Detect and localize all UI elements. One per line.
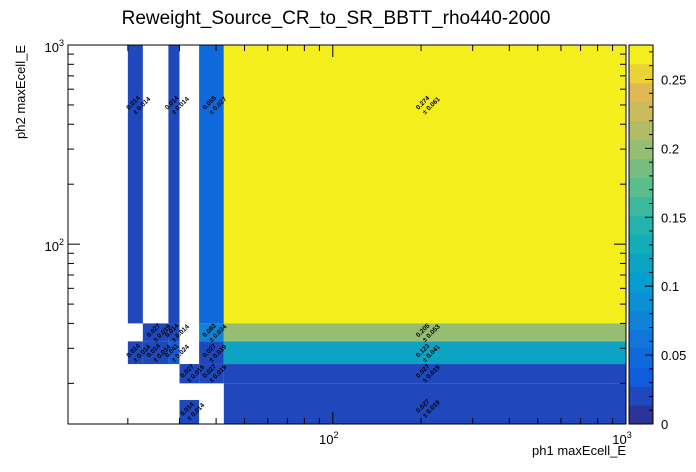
colorbar-segment [629,45,653,65]
colorbar-frame [628,44,654,425]
heatmap-cell [127,341,143,365]
colorbar-segment [629,367,653,387]
cells-layer [127,45,626,424]
colorbar-segment [629,215,653,235]
heatmap-cell [142,341,169,365]
colorbar-segment [629,120,653,141]
heatmap-cell [223,45,626,324]
colorbar-segment [629,63,653,84]
colorbar-segment [629,253,653,273]
heatmap-cell [223,341,626,365]
colorbar-segment [629,386,653,406]
colorbar-segment [629,101,653,122]
heatmap-cell [223,323,626,342]
colorbar-tick-label: 0.15 [661,210,686,225]
x-axis-title: ph1 maxEcell_E [532,443,626,458]
heatmap-cell [168,45,180,324]
colorbar-segment [629,310,653,330]
heatmap-cell [179,399,200,424]
heatmap-cell [142,323,169,342]
colorbar-segment [629,272,653,292]
colorbar-tick-label: 0 [661,417,668,432]
x-tick-label: 102 [319,430,338,447]
heatmap-cell [223,364,626,384]
y-axis-title: ph2 maxEcell_E [13,45,28,139]
heatmap-cell [168,323,180,342]
colorbar: 0 0.05 0.1 0.15 0.2 0.25 [628,44,686,432]
colorbar-tick-label: 0.05 [661,348,686,363]
colorbar-segment [629,405,653,425]
colorbar-segment [629,196,653,216]
heatmap-cell [199,364,224,384]
colorbar-tick-label: 0.1 [661,279,679,294]
colorbar-segment [629,329,653,349]
axes-layer: 102 103 102 103 [45,38,632,447]
heatmap-cell [223,383,626,424]
colorbar-tick-label: 0.25 [661,72,686,87]
colorbar-segment [629,158,653,178]
colorbar-tick-label: 0.2 [661,141,679,156]
colorbar-segment [629,82,653,103]
chart-title: Reweight_Source_CR_to_SR_BBTT_rho440-200… [122,8,551,29]
y-tick-label: 103 [45,38,64,55]
colorbar-segment [629,234,653,254]
y-tick-label: 102 [45,237,64,254]
heatmap-cell [179,364,200,384]
plot-frame [67,44,627,425]
heatmap-cell [199,323,224,342]
x-tick-label: 103 [612,430,631,447]
heatmap-cell [199,341,224,365]
colorbar-segment [629,291,653,311]
heatmap-cell [127,45,143,324]
colorbar-segment [629,177,653,197]
colorbar-segment [629,348,653,368]
heatmap-cell [199,45,224,324]
heatmap-cell [168,341,180,365]
colorbar-segment [629,139,653,159]
